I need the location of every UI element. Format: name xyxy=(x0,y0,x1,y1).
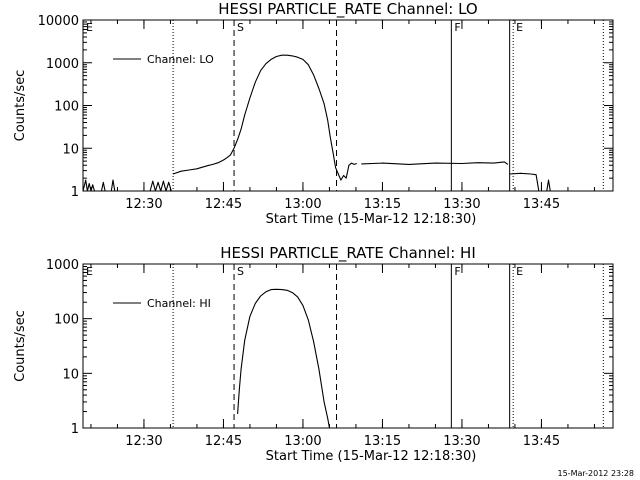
chart-2-y-axis-label: Counts/sec xyxy=(13,310,28,382)
chart-1-series-line xyxy=(172,54,357,181)
chart-1-x-tick-label: 12:30 xyxy=(125,197,162,212)
chart-2-x-tick-label: 12:45 xyxy=(205,434,242,449)
chart-1-marker-label-S: S xyxy=(237,21,244,34)
chart-2-x-tick-label: 13:45 xyxy=(523,434,560,449)
chart-1-series-line xyxy=(100,181,106,192)
chart-2-y-tick-label: 1000 xyxy=(46,258,79,273)
chart-1-y-tick-label: 10 xyxy=(62,142,79,157)
chart-1-series-line xyxy=(509,172,540,192)
chart-1-x-tick-label: 13:45 xyxy=(523,197,560,212)
chart-1-marker-label-E: E xyxy=(516,21,523,34)
chart-2-marker-label-F: F xyxy=(454,265,460,278)
chart-2-marker-label-S: S xyxy=(237,265,244,278)
chart-1-series-line xyxy=(546,179,551,192)
chart-1-series-line xyxy=(110,179,116,192)
generation-timestamp: 15-Mar-2012 23:28 xyxy=(557,469,635,478)
chart-1-title: HESSI PARTICLE_RATE Channel: LO xyxy=(218,0,477,19)
chart-1-y-tick-label: 10000 xyxy=(38,14,79,29)
chart-2-marker-label-E: E xyxy=(86,265,93,278)
chart-1-x-tick-label: 13:00 xyxy=(284,197,321,212)
chart-2-plot-frame xyxy=(82,263,614,429)
chart-1-series-line xyxy=(82,179,96,192)
chart-2-marker-label-E: E xyxy=(516,265,523,278)
chart-1-x-tick-label: 13:15 xyxy=(364,197,401,212)
chart-1-y-axis-label: Counts/sec xyxy=(13,70,28,142)
chart-2-x-tick-label: 12:30 xyxy=(125,434,162,449)
chart-1-legend-label: Channel: LO xyxy=(147,53,214,66)
chart-1-plot-frame xyxy=(82,19,614,192)
chart-1-x-tick-label: 13:30 xyxy=(443,197,480,212)
chart-2-legend-label: Channel: HI xyxy=(147,297,211,310)
chart-1-marker-label-E: E xyxy=(86,21,93,34)
chart-2-y-tick-label: 1 xyxy=(71,422,79,437)
chart-1-x-tick-label: 12:45 xyxy=(205,197,242,212)
chart-1-marker-label-F: F xyxy=(454,21,460,34)
chart-1-x-axis-label: Start Time (15-Mar-12 12:18:30) xyxy=(266,212,477,227)
chart-2-y-tick-label: 100 xyxy=(54,313,79,328)
chart-1-y-tick-label: 1 xyxy=(71,185,79,200)
chart-2-x-axis-label: Start Time (15-Mar-12 12:18:30) xyxy=(266,449,477,464)
chart-1-series-line xyxy=(149,180,172,192)
chart-1-y-tick-label: 1000 xyxy=(46,57,79,72)
chart-1-series-line xyxy=(361,161,509,165)
chart-2-x-tick-label: 13:15 xyxy=(364,434,401,449)
chart-2-title: HESSI PARTICLE_RATE Channel: HI xyxy=(220,244,476,263)
chart-2-x-tick-label: 13:00 xyxy=(284,434,321,449)
chart-2-x-tick-label: 13:30 xyxy=(443,434,480,449)
chart-2-y-tick-label: 10 xyxy=(62,367,79,382)
chart-1-y-tick-label: 100 xyxy=(54,100,79,115)
chart-2-series-line xyxy=(237,288,331,429)
